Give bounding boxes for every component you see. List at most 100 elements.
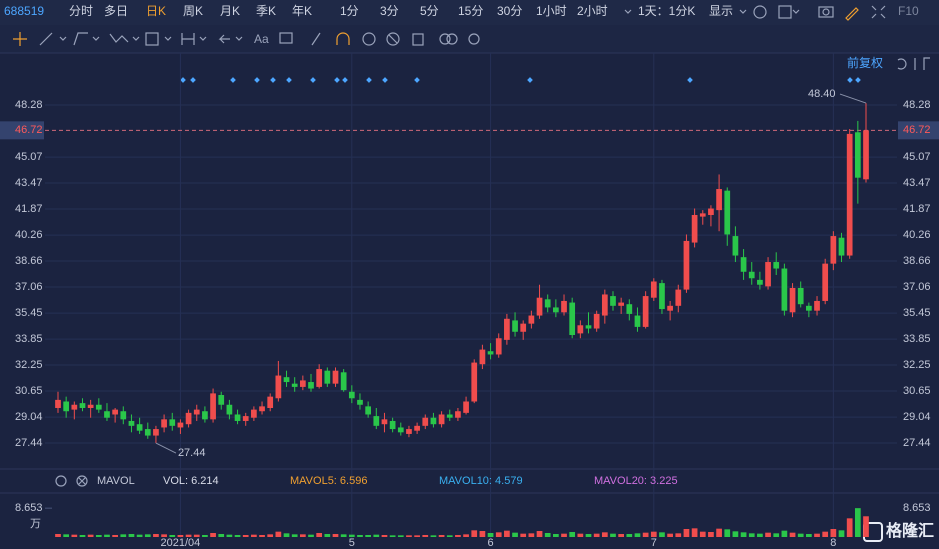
period-tab[interactable]: 3分 [380,4,399,18]
volume-bar [308,534,314,537]
candle-body [634,315,641,327]
volume-bar [406,535,412,537]
period-tab[interactable]: 周K [183,4,203,18]
event-marker[interactable] [342,77,348,83]
candle-body [822,263,829,301]
volume-bar [732,531,739,537]
candle-body [210,393,216,420]
volume-bar [553,534,559,537]
volume-bar [854,508,861,537]
adjust-mode[interactable]: 前复权 [847,55,883,70]
volume-bar [251,534,257,537]
event-marker[interactable] [310,77,316,83]
period-tab[interactable]: 年K [292,4,312,18]
volume-bar [226,534,233,537]
y-tick-label-left: 35.45 [15,307,43,319]
volume-bar [283,533,290,537]
toolbar-icons [753,5,886,21]
volume-bar [528,533,535,537]
candle-body [234,414,241,421]
period-tab[interactable]: 多日 [104,4,128,18]
high-label: 48.40 [808,88,836,100]
period-tab[interactable]: 季K [256,4,276,18]
candle-body [471,362,478,402]
volume-bar [104,534,110,537]
volume-bar [218,534,225,537]
event-marker[interactable] [687,77,693,83]
candle-body [299,380,306,387]
period-tab[interactable]: 5分 [420,4,439,18]
period-tab[interactable]: 1分 [340,4,359,18]
candle-body [863,130,869,180]
volume-bar [87,534,94,537]
volume-bar [63,534,70,537]
x-tick-label: 5 [349,537,355,549]
event-marker[interactable] [254,77,260,83]
candle-body [63,401,70,412]
volume-bar [153,534,159,537]
candle-body [724,190,731,235]
panel-icons [897,57,930,70]
volume-bar [814,533,820,537]
y-tick-label-left: 30.65 [15,385,43,397]
event-marker[interactable] [366,77,372,83]
candle-body [259,406,265,412]
candle-body [765,262,771,287]
event-marker[interactable] [286,77,292,83]
candle-body [95,404,102,410]
volume-bar [324,534,331,537]
interval[interactable]: 1天：1分K [638,4,695,18]
event-marker[interactable] [190,77,196,83]
event-marker[interactable] [527,77,533,83]
x-tick-label: 8 [830,537,836,549]
candle-body [618,302,625,306]
stock-code[interactable]: 688519 [4,4,44,18]
event-marker[interactable] [180,77,186,83]
period-tab[interactable]: 30分 [497,4,522,18]
candle-body [397,427,404,433]
candle-body [144,429,151,436]
candle-body [153,429,159,436]
event-marker[interactable] [855,77,861,83]
volume-bar [740,532,747,537]
event-marker[interactable] [382,77,388,83]
low-label: 27.44 [178,447,206,459]
candle-body [854,132,861,178]
candle-body [308,382,314,389]
period-tab[interactable]: 日K [146,4,166,18]
display[interactable]: 显示 [709,4,733,18]
candle-body [332,370,339,384]
period-tab[interactable]: 分时 [69,4,93,18]
candle-body [463,401,469,413]
period-tab[interactable]: 2小时 [577,4,608,18]
event-marker[interactable] [334,77,340,83]
candle-body [79,403,86,408]
candle-body [830,236,837,264]
event-marker[interactable] [414,77,420,83]
period-tab[interactable]: 15分 [458,4,483,18]
volume-bar [520,533,527,537]
y-tick-label-right: 35.45 [903,307,931,319]
text-tool[interactable]: Aa [254,32,269,46]
candle-body [242,416,249,421]
event-marker[interactable] [847,77,853,83]
candle-body [708,208,714,215]
y-tick-label-left: 37.06 [15,281,43,293]
period-tab[interactable]: 月K [220,4,240,18]
candle-body [814,300,820,311]
volume-bar [495,532,502,537]
event-marker[interactable] [230,77,236,83]
event-marker[interactable] [270,77,276,83]
volume-bar [397,535,404,537]
candle-body [512,320,518,332]
candle-body [691,214,698,243]
period-tab[interactable]: 1小时 [536,4,567,18]
last-price-label: 46.72 [903,124,931,136]
candle-body [504,318,510,340]
f10[interactable]: F10 [898,4,919,18]
indicator-icons [55,475,88,487]
volume-bar [781,530,788,537]
toolbar-bg [0,0,939,25]
candle-body [87,404,94,408]
